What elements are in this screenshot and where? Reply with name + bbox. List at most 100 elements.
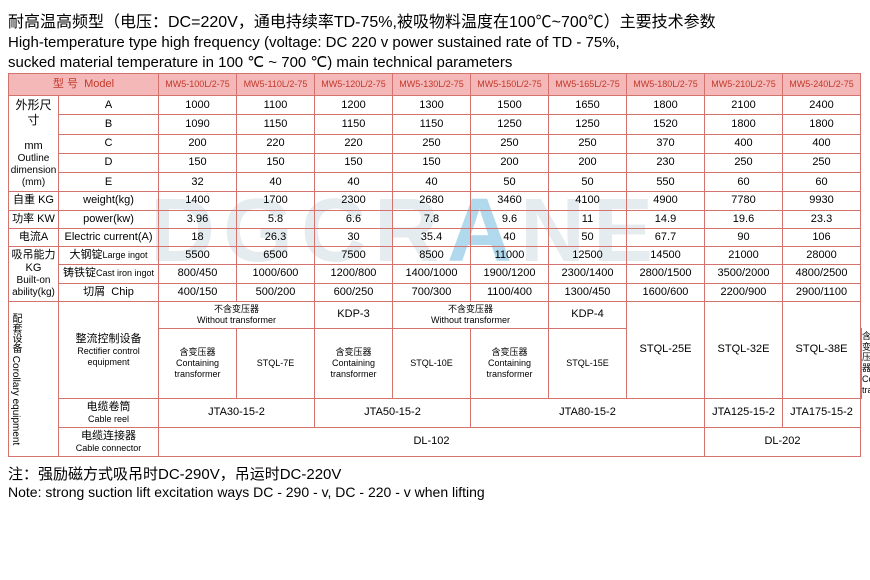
cell: 150 <box>315 153 393 172</box>
cell: 1200/800 <box>315 265 393 283</box>
cell: 50 <box>471 173 549 192</box>
dim-row-label: C <box>59 134 159 153</box>
cell: 14.9 <box>627 210 705 228</box>
cell: JTA50-15-2 <box>315 398 471 427</box>
cell: 4100 <box>549 192 627 210</box>
cell: 250 <box>549 134 627 153</box>
cell: STQL-25E <box>627 302 705 398</box>
title-en-2: sucked material temperature in 100 ℃ ~ 7… <box>8 53 862 71</box>
cell: 3500/2000 <box>705 265 783 283</box>
note-cn: 注：强励磁方式吸吊时DC-290V，吊运时DC-220V <box>8 463 862 484</box>
cell: 150 <box>237 153 315 172</box>
cell: 1250 <box>549 115 627 134</box>
cell: STQL-32E <box>705 302 783 398</box>
cell: 8500 <box>393 246 471 264</box>
cell: 1000 <box>159 96 237 115</box>
cell: 1800 <box>783 115 861 134</box>
weight-en: weight(kg) <box>59 192 159 210</box>
cell: 9930 <box>783 192 861 210</box>
cell: 12500 <box>549 246 627 264</box>
model-col: MW5-100L/2-75 <box>159 74 237 96</box>
cell: 600/250 <box>315 283 393 301</box>
cell: 6.6 <box>315 210 393 228</box>
cell: 32 <box>159 173 237 192</box>
cell: 400 <box>705 134 783 153</box>
cell: 5.8 <box>237 210 315 228</box>
cell: 1000/600 <box>237 265 315 283</box>
cell: 150 <box>393 153 471 172</box>
cell: 40 <box>471 228 549 246</box>
cell: STQL-15E <box>549 328 627 398</box>
cell: 1800 <box>627 96 705 115</box>
cell: 11000 <box>471 246 549 264</box>
cell: STQL-10E <box>393 328 471 398</box>
cell: 500/200 <box>237 283 315 301</box>
model-col: MW5-120L/2-75 <box>315 74 393 96</box>
chip-label: 切屑 Chip <box>59 283 159 301</box>
cell: STQL-38E <box>783 302 861 398</box>
cell: 6500 <box>237 246 315 264</box>
cell: 含变压器Containing transformer <box>159 328 237 398</box>
conn-label: 电缆连接器Cable connector <box>59 427 159 456</box>
cell: 1090 <box>159 115 237 134</box>
cell: 35.4 <box>393 228 471 246</box>
cell: 1300/450 <box>549 283 627 301</box>
cell: 1650 <box>549 96 627 115</box>
cell: 90 <box>705 228 783 246</box>
cell: 28000 <box>783 246 861 264</box>
cell: JTA80-15-2 <box>471 398 705 427</box>
dim-row-label: B <box>59 115 159 134</box>
cell: 2100 <box>705 96 783 115</box>
cell: 1150 <box>393 115 471 134</box>
model-col: MW5-130L/2-75 <box>393 74 471 96</box>
cell: 220 <box>237 134 315 153</box>
reel-label: 电缆卷筒Cable reel <box>59 398 159 427</box>
equip-side: 配套设备 Corollary equipment <box>9 302 59 456</box>
power-en: power(kw) <box>59 210 159 228</box>
cell: 7500 <box>315 246 393 264</box>
cell: 50 <box>549 228 627 246</box>
power-cn: 功率 KW <box>9 210 59 228</box>
model-col: MW5-150L/2-75 <box>471 74 549 96</box>
cell: 40 <box>393 173 471 192</box>
cell: 250 <box>705 153 783 172</box>
dim-row-label: E <box>59 173 159 192</box>
cell: 550 <box>627 173 705 192</box>
cell: 2200/900 <box>705 283 783 301</box>
cell: 3.96 <box>159 210 237 228</box>
cell: STQL-7E <box>237 328 315 398</box>
cell: 400 <box>783 134 861 153</box>
cell: 21000 <box>705 246 783 264</box>
cell: 370 <box>627 134 705 153</box>
cell: 40 <box>315 173 393 192</box>
cell: 7.8 <box>393 210 471 228</box>
cell: 5500 <box>159 246 237 264</box>
cell: 800/450 <box>159 265 237 283</box>
cell: 230 <box>627 153 705 172</box>
cell: 220 <box>315 134 393 153</box>
cell: 1100/400 <box>471 283 549 301</box>
cell: 4800/2500 <box>783 265 861 283</box>
cell: 14500 <box>627 246 705 264</box>
cell: 1500 <box>471 96 549 115</box>
cell: 250 <box>393 134 471 153</box>
cell: 1400 <box>159 192 237 210</box>
title-cn: 耐高温高频型（电压：DC=220V，通电持续率TD-75%,被吸物料温度在100… <box>8 8 862 32</box>
ability-side: 吸吊能力KG Built-onability(kg) <box>9 246 59 301</box>
cell: KDP-3 <box>315 302 393 329</box>
cell: 含变压器Containing transformer <box>861 328 862 398</box>
model-col: MW5-110L/2-75 <box>237 74 315 96</box>
cell: 2300 <box>315 192 393 210</box>
cell: 19.6 <box>705 210 783 228</box>
cell: KDP-4 <box>549 302 627 329</box>
cell: DL-202 <box>705 427 861 456</box>
cell: 1200 <box>315 96 393 115</box>
cell: 2900/1100 <box>783 283 861 301</box>
cell: 1800 <box>705 115 783 134</box>
current-cn: 电流A <box>9 228 59 246</box>
cell: 106 <box>783 228 861 246</box>
cell: 67.7 <box>627 228 705 246</box>
cell: 1150 <box>315 115 393 134</box>
cell: 60 <box>705 173 783 192</box>
cell: JTA175-15-2 <box>783 398 861 427</box>
